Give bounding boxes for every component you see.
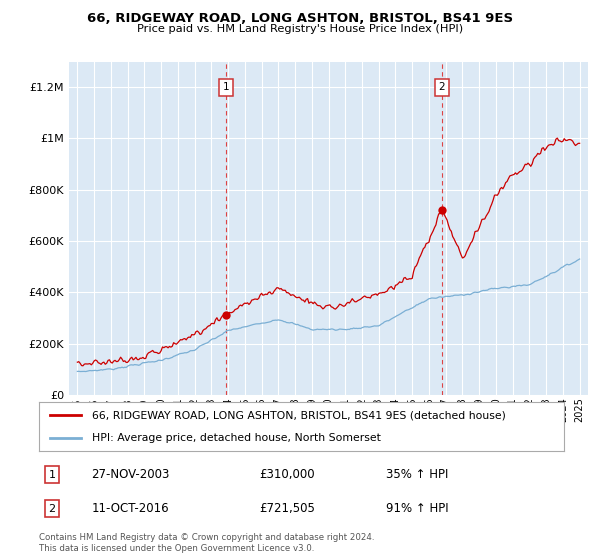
Text: HPI: Average price, detached house, North Somerset: HPI: Average price, detached house, Nort… (91, 433, 380, 444)
Text: £310,000: £310,000 (260, 468, 315, 481)
Text: 11-OCT-2016: 11-OCT-2016 (91, 502, 169, 515)
Text: 1: 1 (223, 82, 230, 92)
Text: 35% ↑ HPI: 35% ↑ HPI (386, 468, 448, 481)
Text: 27-NOV-2003: 27-NOV-2003 (91, 468, 170, 481)
Text: 1: 1 (49, 470, 56, 479)
Text: 91% ↑ HPI: 91% ↑ HPI (386, 502, 448, 515)
Text: This data is licensed under the Open Government Licence v3.0.: This data is licensed under the Open Gov… (39, 544, 314, 553)
Text: 2: 2 (49, 504, 56, 514)
Text: 66, RIDGEWAY ROAD, LONG ASHTON, BRISTOL, BS41 9ES: 66, RIDGEWAY ROAD, LONG ASHTON, BRISTOL,… (87, 12, 513, 25)
Text: 2: 2 (439, 82, 445, 92)
Text: 66, RIDGEWAY ROAD, LONG ASHTON, BRISTOL, BS41 9ES (detached house): 66, RIDGEWAY ROAD, LONG ASHTON, BRISTOL,… (91, 410, 505, 421)
Text: £721,505: £721,505 (260, 502, 316, 515)
Text: Price paid vs. HM Land Registry's House Price Index (HPI): Price paid vs. HM Land Registry's House … (137, 24, 463, 34)
Text: Contains HM Land Registry data © Crown copyright and database right 2024.: Contains HM Land Registry data © Crown c… (39, 533, 374, 542)
